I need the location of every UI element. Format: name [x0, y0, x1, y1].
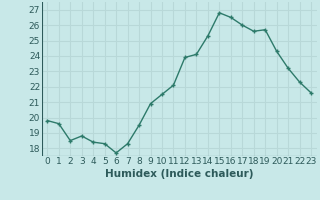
- X-axis label: Humidex (Indice chaleur): Humidex (Indice chaleur): [105, 169, 253, 179]
